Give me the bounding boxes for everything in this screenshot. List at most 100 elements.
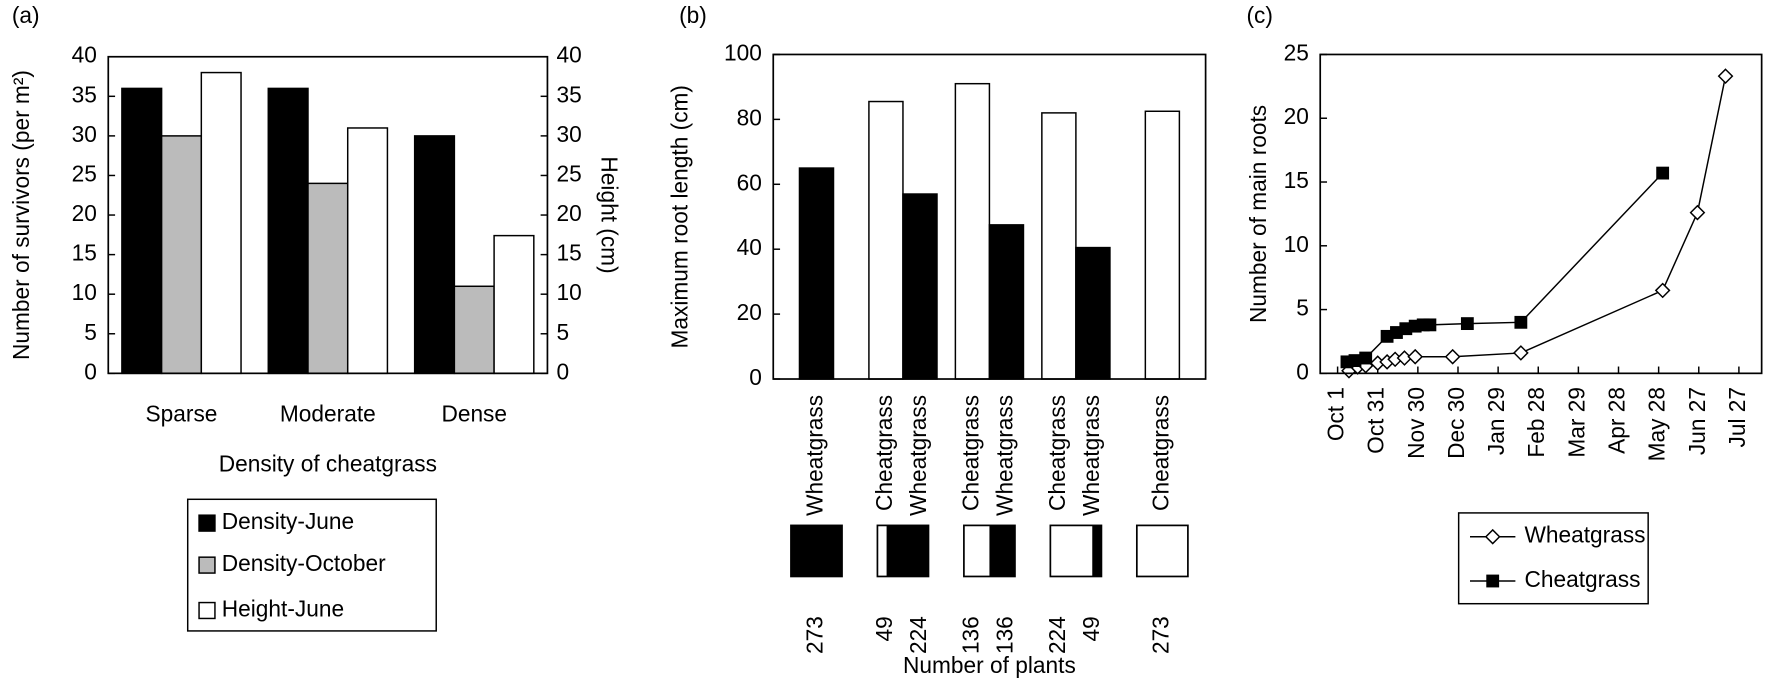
x-tick-label: Oct 1 xyxy=(1323,387,1349,441)
legend-marker xyxy=(1484,528,1501,545)
plot-frame xyxy=(772,53,1207,380)
x-tick-label: May 28 xyxy=(1644,387,1670,461)
y-tick-label: 10 xyxy=(72,279,97,305)
y-tick-label: 15 xyxy=(72,240,97,266)
point xyxy=(1444,348,1461,365)
y-tick-label: 5 xyxy=(1296,295,1309,321)
legend-box xyxy=(186,498,437,632)
plot-frame xyxy=(1319,53,1763,375)
x-axis-label: Density of cheatgrass xyxy=(219,450,437,476)
legend-label: Cheatgrass xyxy=(1524,566,1640,592)
x-tick-label: Wheatgrass xyxy=(1078,395,1104,516)
legend-marker xyxy=(1486,574,1500,588)
y-tick-label: 20 xyxy=(72,200,97,226)
y2-tick-label: 10 xyxy=(557,279,582,305)
point xyxy=(1460,317,1474,331)
y-tick-label: 0 xyxy=(1296,358,1309,384)
plant-square-frame xyxy=(1049,524,1103,578)
bar xyxy=(121,87,163,375)
x-tick-label: Cheatgrass xyxy=(1147,395,1173,511)
y-tick-label: 0 xyxy=(749,364,762,390)
point xyxy=(1359,351,1373,365)
legend-label: Density-June xyxy=(222,508,354,534)
y-tick-label: 60 xyxy=(737,169,762,195)
x-tick-label: Moderate xyxy=(280,400,376,426)
y-tick-label: 40 xyxy=(72,42,97,68)
plant-proportion xyxy=(877,525,887,577)
bar xyxy=(1075,246,1111,380)
legend-label: Wheatgrass xyxy=(1524,522,1645,548)
y-tick-label: 80 xyxy=(737,104,762,130)
x-tick-label: Wheatgrass xyxy=(991,395,1017,516)
plant-count: 224 xyxy=(1044,616,1070,654)
y-tick-label: 10 xyxy=(1284,231,1309,257)
x-tick-label: Apr 28 xyxy=(1604,387,1630,454)
x-tick-label: Jun 27 xyxy=(1684,387,1710,455)
y-tick-label: 100 xyxy=(724,39,762,65)
bar xyxy=(954,82,991,380)
bar xyxy=(413,135,456,375)
point xyxy=(1654,282,1671,299)
plant-count: 273 xyxy=(801,616,827,654)
plant-square-frame xyxy=(1135,524,1189,578)
y2-tick-label: 40 xyxy=(557,42,582,68)
y-axis-label: Number of main roots xyxy=(1245,105,1271,323)
plant-proportion xyxy=(989,525,1015,577)
bar xyxy=(988,224,1025,380)
x-tick-label: Sparse xyxy=(146,400,218,426)
x-tick-label: Jan 29 xyxy=(1483,387,1509,455)
legend-swatch xyxy=(198,556,216,574)
plant-square-frame xyxy=(790,524,843,578)
plant-proportion xyxy=(1050,525,1093,577)
y2-tick-label: 0 xyxy=(557,358,570,384)
plant-proportion xyxy=(790,525,843,577)
x-tick-label: Dec 30 xyxy=(1443,387,1469,459)
y-tick-label: 25 xyxy=(72,160,97,186)
bar xyxy=(902,193,938,380)
point xyxy=(1717,68,1734,85)
bar xyxy=(160,135,203,375)
plant-square-frame xyxy=(876,524,930,578)
bar xyxy=(346,127,389,375)
x-tick-label: Cheatgrass xyxy=(1044,395,1070,511)
point xyxy=(1656,166,1670,180)
panel-label: (a) xyxy=(12,2,40,28)
plot-frame xyxy=(107,55,549,375)
point xyxy=(1423,318,1437,332)
x-tick-label: Jul 27 xyxy=(1724,387,1750,448)
y-tick-label: 0 xyxy=(84,358,97,384)
legend-swatch xyxy=(198,601,216,620)
x-tick-label: Wheatgrass xyxy=(801,395,827,516)
point xyxy=(1513,345,1529,361)
y2-tick-label: 35 xyxy=(557,81,582,107)
y2-tick-label: 15 xyxy=(557,240,582,266)
point xyxy=(1407,348,1424,365)
x-tick-label: Dense xyxy=(441,400,507,426)
y-tick-label: 20 xyxy=(737,299,762,325)
y-tick-label: 15 xyxy=(1284,167,1309,193)
plant-count: 49 xyxy=(1078,616,1104,641)
panel-label: (c) xyxy=(1246,2,1272,28)
bar xyxy=(798,167,835,380)
bar xyxy=(493,234,535,375)
panel-label: (b) xyxy=(679,2,707,28)
bar xyxy=(200,71,242,375)
plant-count: 136 xyxy=(991,616,1017,654)
plant-square-frame xyxy=(963,524,1016,578)
bar xyxy=(868,100,904,380)
point xyxy=(1348,354,1362,367)
y-tick-label: 40 xyxy=(737,234,762,260)
legend-label: Density-October xyxy=(222,550,386,576)
bar xyxy=(307,182,349,375)
y2-tick-label: 30 xyxy=(557,121,582,147)
plant-proportion xyxy=(1136,525,1188,577)
x-tick-label: Cheatgrass xyxy=(957,395,983,511)
y-tick-label: 5 xyxy=(84,319,97,345)
y-tick-label: 25 xyxy=(1284,39,1309,65)
y2-tick-label: 25 xyxy=(557,160,582,186)
legend-label: Height-June xyxy=(222,596,344,622)
x-tick-label: Cheatgrass xyxy=(871,395,897,511)
x-axis-label: Number of plants xyxy=(903,652,1076,678)
bar xyxy=(453,285,495,375)
